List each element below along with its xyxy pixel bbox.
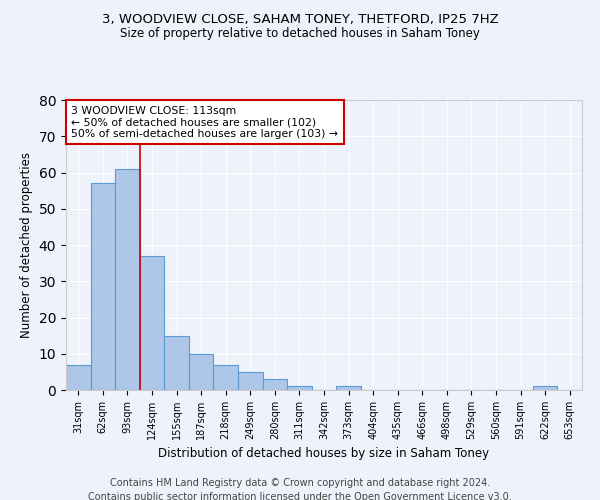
Bar bbox=[66, 364, 91, 390]
Bar bbox=[287, 386, 312, 390]
Y-axis label: Number of detached properties: Number of detached properties bbox=[20, 152, 33, 338]
Bar bbox=[115, 169, 140, 390]
Text: 3 WOODVIEW CLOSE: 113sqm
← 50% of detached houses are smaller (102)
50% of semi-: 3 WOODVIEW CLOSE: 113sqm ← 50% of detach… bbox=[71, 106, 338, 139]
Text: Contains HM Land Registry data © Crown copyright and database right 2024.: Contains HM Land Registry data © Crown c… bbox=[110, 478, 490, 488]
Bar bbox=[189, 354, 214, 390]
Text: Contains public sector information licensed under the Open Government Licence v3: Contains public sector information licen… bbox=[88, 492, 512, 500]
Bar bbox=[336, 386, 361, 390]
Text: 3, WOODVIEW CLOSE, SAHAM TONEY, THETFORD, IP25 7HZ: 3, WOODVIEW CLOSE, SAHAM TONEY, THETFORD… bbox=[101, 12, 499, 26]
X-axis label: Distribution of detached houses by size in Saham Toney: Distribution of detached houses by size … bbox=[158, 448, 490, 460]
Bar bbox=[214, 364, 238, 390]
Bar bbox=[263, 379, 287, 390]
Bar bbox=[164, 336, 189, 390]
Text: Size of property relative to detached houses in Saham Toney: Size of property relative to detached ho… bbox=[120, 28, 480, 40]
Bar bbox=[533, 386, 557, 390]
Bar bbox=[91, 184, 115, 390]
Bar bbox=[140, 256, 164, 390]
Bar bbox=[238, 372, 263, 390]
